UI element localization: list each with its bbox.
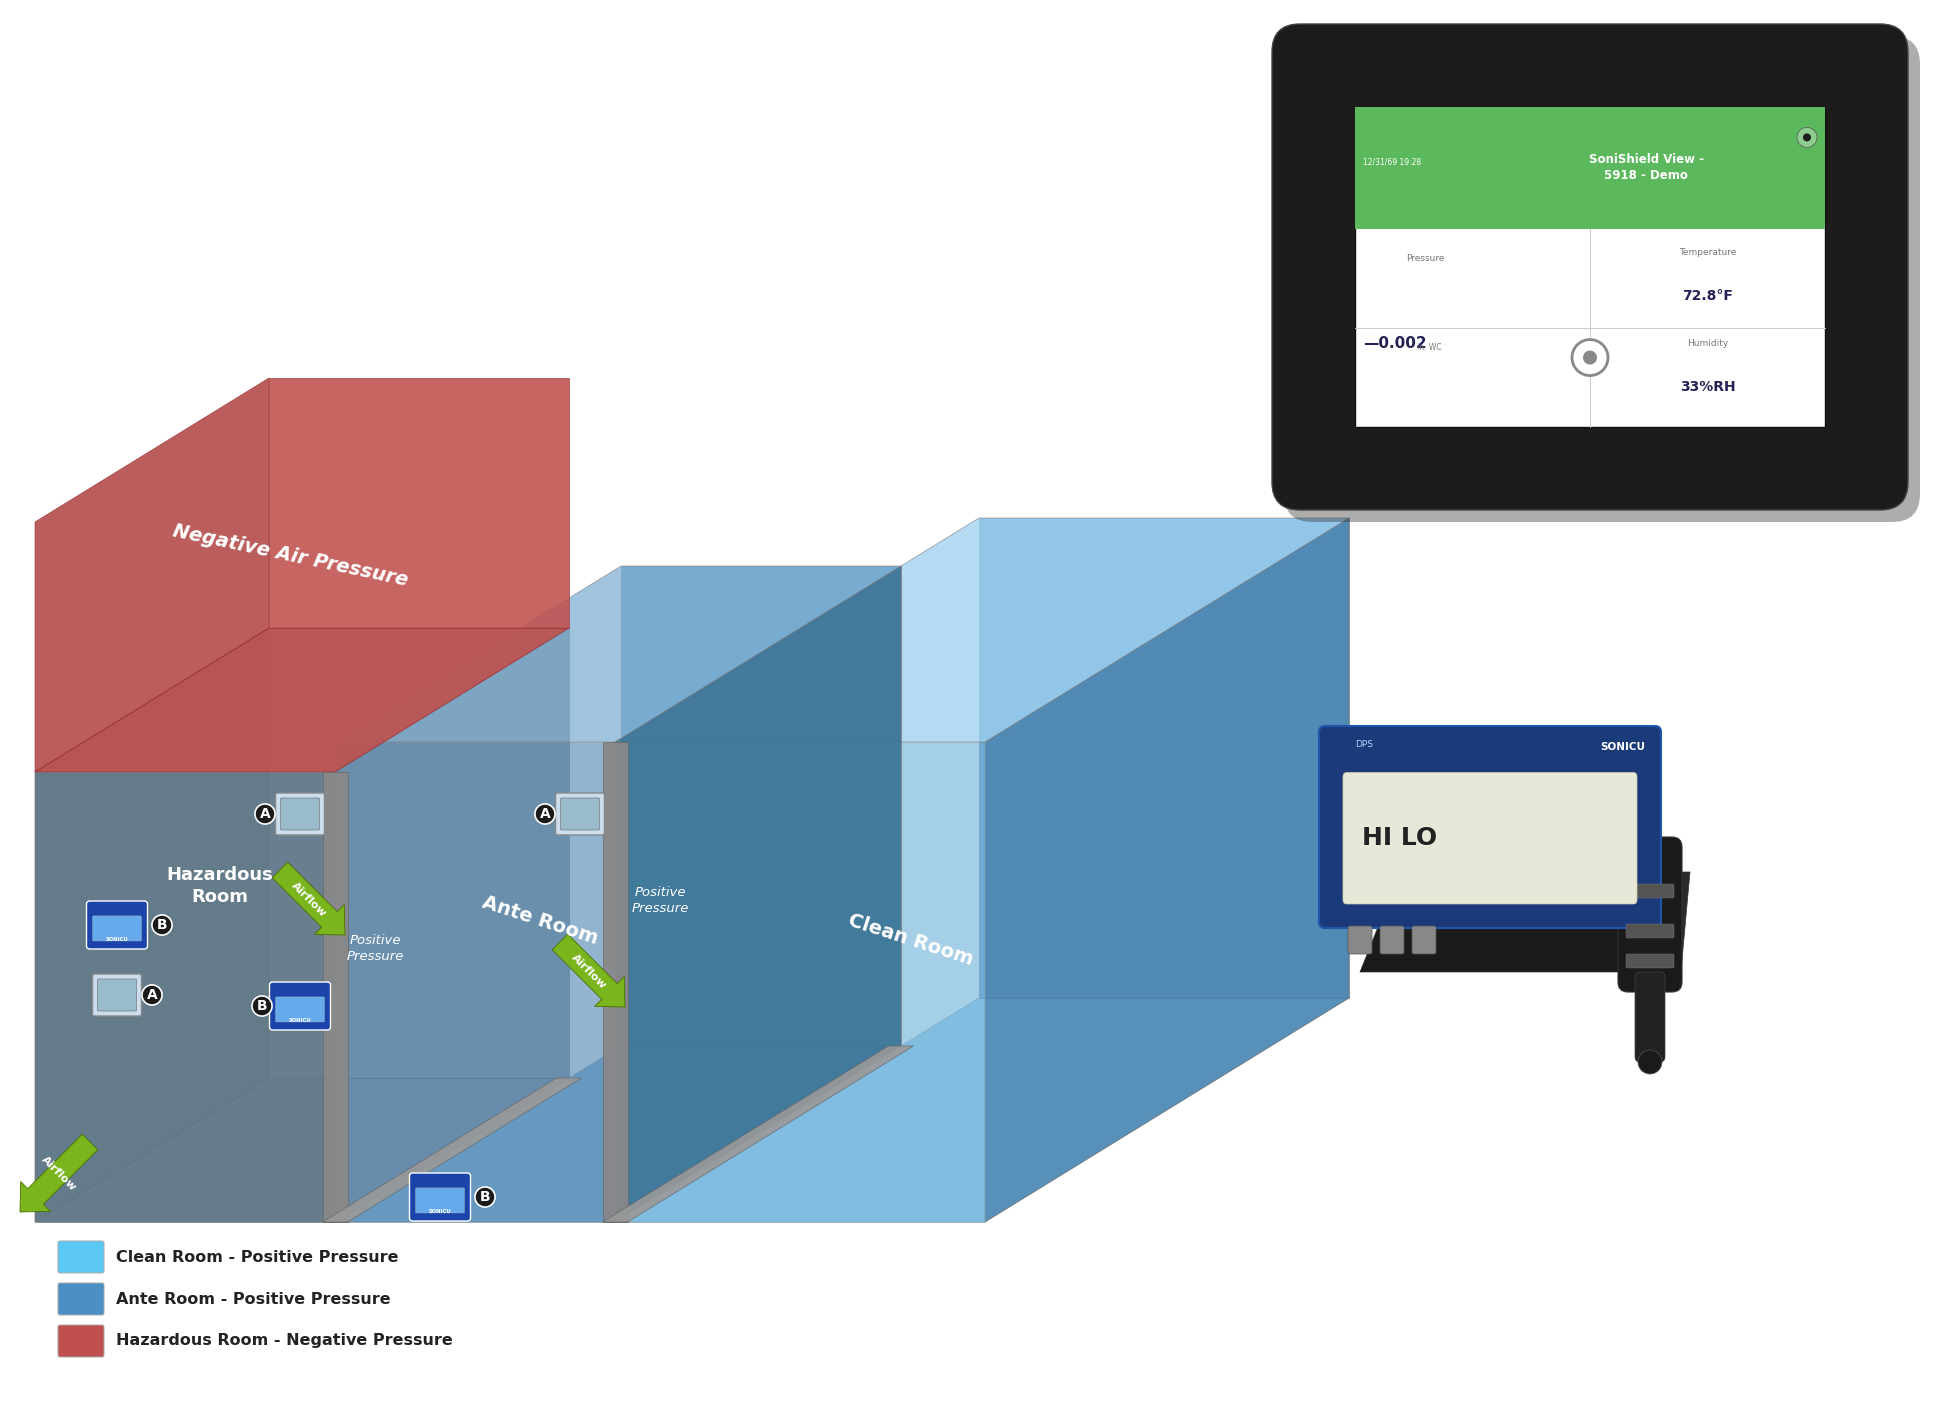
Text: B: B [157, 918, 167, 932]
FancyBboxPatch shape [1343, 773, 1638, 904]
FancyBboxPatch shape [1619, 837, 1683, 993]
Text: in. WC: in. WC [1416, 343, 1442, 352]
Polygon shape [334, 1046, 902, 1223]
Polygon shape [35, 628, 569, 773]
FancyBboxPatch shape [1626, 885, 1675, 899]
Polygon shape [616, 998, 1348, 1223]
Polygon shape [1360, 923, 1659, 972]
FancyBboxPatch shape [1634, 972, 1665, 1061]
FancyBboxPatch shape [58, 1283, 105, 1315]
Polygon shape [985, 517, 1348, 1223]
Text: Positive
Pressure: Positive Pressure [631, 886, 690, 916]
Polygon shape [35, 773, 334, 1223]
Circle shape [1584, 350, 1597, 365]
FancyBboxPatch shape [276, 997, 324, 1022]
Polygon shape [622, 566, 902, 1046]
Polygon shape [35, 1078, 569, 1223]
Text: SONICU: SONICU [290, 1018, 311, 1023]
Text: Hazardous
Room: Hazardous Room [167, 866, 274, 907]
FancyBboxPatch shape [1273, 24, 1908, 510]
Polygon shape [602, 1046, 913, 1223]
FancyBboxPatch shape [410, 1173, 470, 1221]
FancyBboxPatch shape [93, 916, 142, 941]
FancyBboxPatch shape [97, 979, 136, 1011]
Text: Negative Air Pressure: Negative Air Pressure [171, 522, 410, 590]
Polygon shape [268, 379, 569, 628]
FancyBboxPatch shape [1413, 925, 1436, 953]
FancyBboxPatch shape [416, 1187, 464, 1213]
FancyBboxPatch shape [1354, 107, 1824, 229]
Text: Ante Room: Ante Room [480, 893, 600, 948]
FancyBboxPatch shape [560, 798, 600, 830]
Polygon shape [616, 517, 1348, 742]
Text: SONICU: SONICU [429, 1209, 451, 1214]
Text: Ante Room - Positive Pressure: Ante Room - Positive Pressure [117, 1291, 391, 1307]
Circle shape [1638, 1050, 1661, 1074]
FancyBboxPatch shape [1626, 953, 1675, 967]
FancyBboxPatch shape [276, 794, 324, 836]
Polygon shape [323, 773, 348, 1223]
Polygon shape [1630, 872, 1690, 981]
FancyBboxPatch shape [1348, 925, 1372, 953]
Text: DPS: DPS [1354, 740, 1374, 749]
FancyBboxPatch shape [1626, 924, 1675, 938]
Polygon shape [979, 517, 1348, 998]
FancyBboxPatch shape [1380, 925, 1405, 953]
Text: Clean Room - Positive Pressure: Clean Room - Positive Pressure [117, 1249, 398, 1265]
FancyBboxPatch shape [1354, 107, 1824, 428]
Polygon shape [35, 628, 268, 1223]
FancyArrow shape [272, 862, 346, 935]
Text: 33%RH: 33%RH [1679, 380, 1735, 394]
Circle shape [1797, 128, 1817, 147]
Polygon shape [334, 566, 902, 742]
FancyBboxPatch shape [1319, 726, 1661, 928]
Polygon shape [323, 1078, 581, 1223]
Text: —0.002: —0.002 [1362, 336, 1426, 350]
Text: A: A [540, 808, 550, 822]
Polygon shape [602, 742, 628, 1223]
Text: HI LO: HI LO [1362, 826, 1438, 850]
Circle shape [1803, 133, 1811, 142]
Text: Clean Room: Clean Room [845, 911, 975, 970]
FancyBboxPatch shape [87, 901, 148, 949]
Text: SONICU: SONICU [1599, 742, 1646, 751]
FancyBboxPatch shape [1284, 36, 1920, 522]
FancyBboxPatch shape [280, 798, 319, 830]
Text: Temperature: Temperature [1679, 248, 1737, 257]
Polygon shape [35, 379, 268, 773]
Polygon shape [268, 628, 569, 1078]
Text: Pressure: Pressure [1407, 254, 1446, 262]
FancyBboxPatch shape [58, 1325, 105, 1357]
FancyArrow shape [552, 934, 626, 1007]
Text: Positive
Pressure: Positive Pressure [348, 934, 404, 963]
Text: Hazardous Room - Negative Pressure: Hazardous Room - Negative Pressure [117, 1333, 453, 1349]
FancyBboxPatch shape [556, 794, 604, 836]
Text: B: B [480, 1190, 490, 1204]
Circle shape [1572, 339, 1609, 376]
FancyArrow shape [19, 1134, 97, 1211]
Polygon shape [334, 742, 616, 1223]
Polygon shape [616, 566, 902, 1223]
Text: Humidity: Humidity [1687, 339, 1727, 348]
Text: SONICU: SONICU [105, 937, 128, 942]
FancyBboxPatch shape [93, 974, 142, 1016]
Text: Airflow: Airflow [569, 952, 608, 991]
Text: 72.8°F: 72.8°F [1683, 289, 1733, 303]
Text: B: B [256, 1000, 268, 1014]
Text: Airflow: Airflow [39, 1154, 78, 1193]
Text: A: A [146, 988, 157, 1002]
Text: 12/31/69 19:28: 12/31/69 19:28 [1362, 157, 1420, 167]
Polygon shape [616, 742, 985, 1223]
FancyBboxPatch shape [270, 981, 330, 1030]
Text: Airflow: Airflow [290, 880, 328, 918]
Text: SoniShield View -
5918 - Demo: SoniShield View - 5918 - Demo [1589, 153, 1704, 182]
FancyBboxPatch shape [58, 1241, 105, 1273]
Text: A: A [260, 808, 270, 822]
